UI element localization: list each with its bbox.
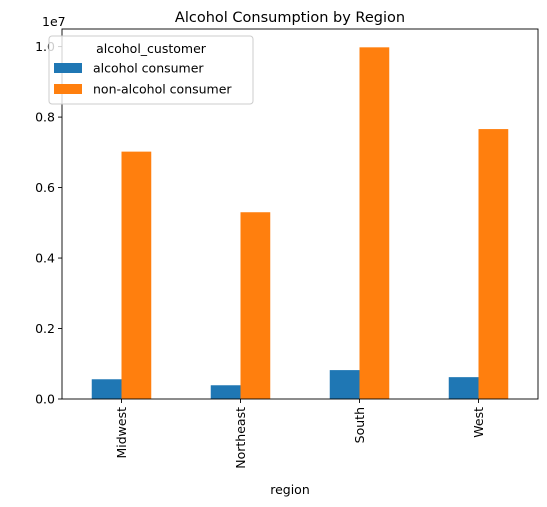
legend-label: non-alcohol consumer bbox=[93, 82, 232, 97]
y-tick-label: 0.6 bbox=[35, 180, 55, 195]
bars bbox=[91, 47, 509, 400]
bar-non-alcohol-consumer-midwest bbox=[121, 151, 152, 399]
legend-frame bbox=[48, 35, 254, 105]
bar-alcohol-consumer-west bbox=[448, 377, 479, 399]
legend: alcohol_customer alcohol consumer non-alc… bbox=[48, 35, 254, 105]
legend-swatch bbox=[54, 63, 82, 73]
bar-non-alcohol-consumer-northeast bbox=[240, 212, 271, 399]
y-axis-ticks: 0.00.20.40.60.81.0 bbox=[35, 39, 62, 407]
y-tick-label: 0.0 bbox=[35, 392, 55, 407]
x-tick-label: Northeast bbox=[233, 407, 248, 469]
x-axis-ticks: Midwest Northeast South West bbox=[114, 399, 486, 469]
legend-title: alcohol_customer bbox=[96, 41, 207, 56]
x-tick-label: West bbox=[471, 407, 486, 438]
y-tick-label: 0.4 bbox=[35, 251, 55, 266]
plot-frame bbox=[61, 28, 539, 400]
x-tick-label: Midwest bbox=[114, 407, 129, 459]
bar-non-alcohol-consumer-west bbox=[478, 129, 509, 400]
chart-title: Alcohol Consumption by Region bbox=[175, 10, 405, 26]
y-tick-label: 0.2 bbox=[35, 321, 55, 336]
x-axis-label: region bbox=[270, 482, 310, 497]
legend-swatch bbox=[54, 84, 82, 94]
bar-alcohol-consumer-midwest bbox=[91, 379, 122, 399]
legend-label: alcohol consumer bbox=[93, 61, 204, 76]
x-tick-label: South bbox=[352, 407, 367, 443]
bar-alcohol-consumer-south bbox=[329, 370, 360, 399]
bar-alcohol-consumer-northeast bbox=[210, 385, 241, 399]
y-tick-label: 0.8 bbox=[35, 110, 55, 125]
bar-non-alcohol-consumer-south bbox=[359, 47, 390, 399]
y-axis-offset-label: 1e7 bbox=[42, 14, 66, 29]
